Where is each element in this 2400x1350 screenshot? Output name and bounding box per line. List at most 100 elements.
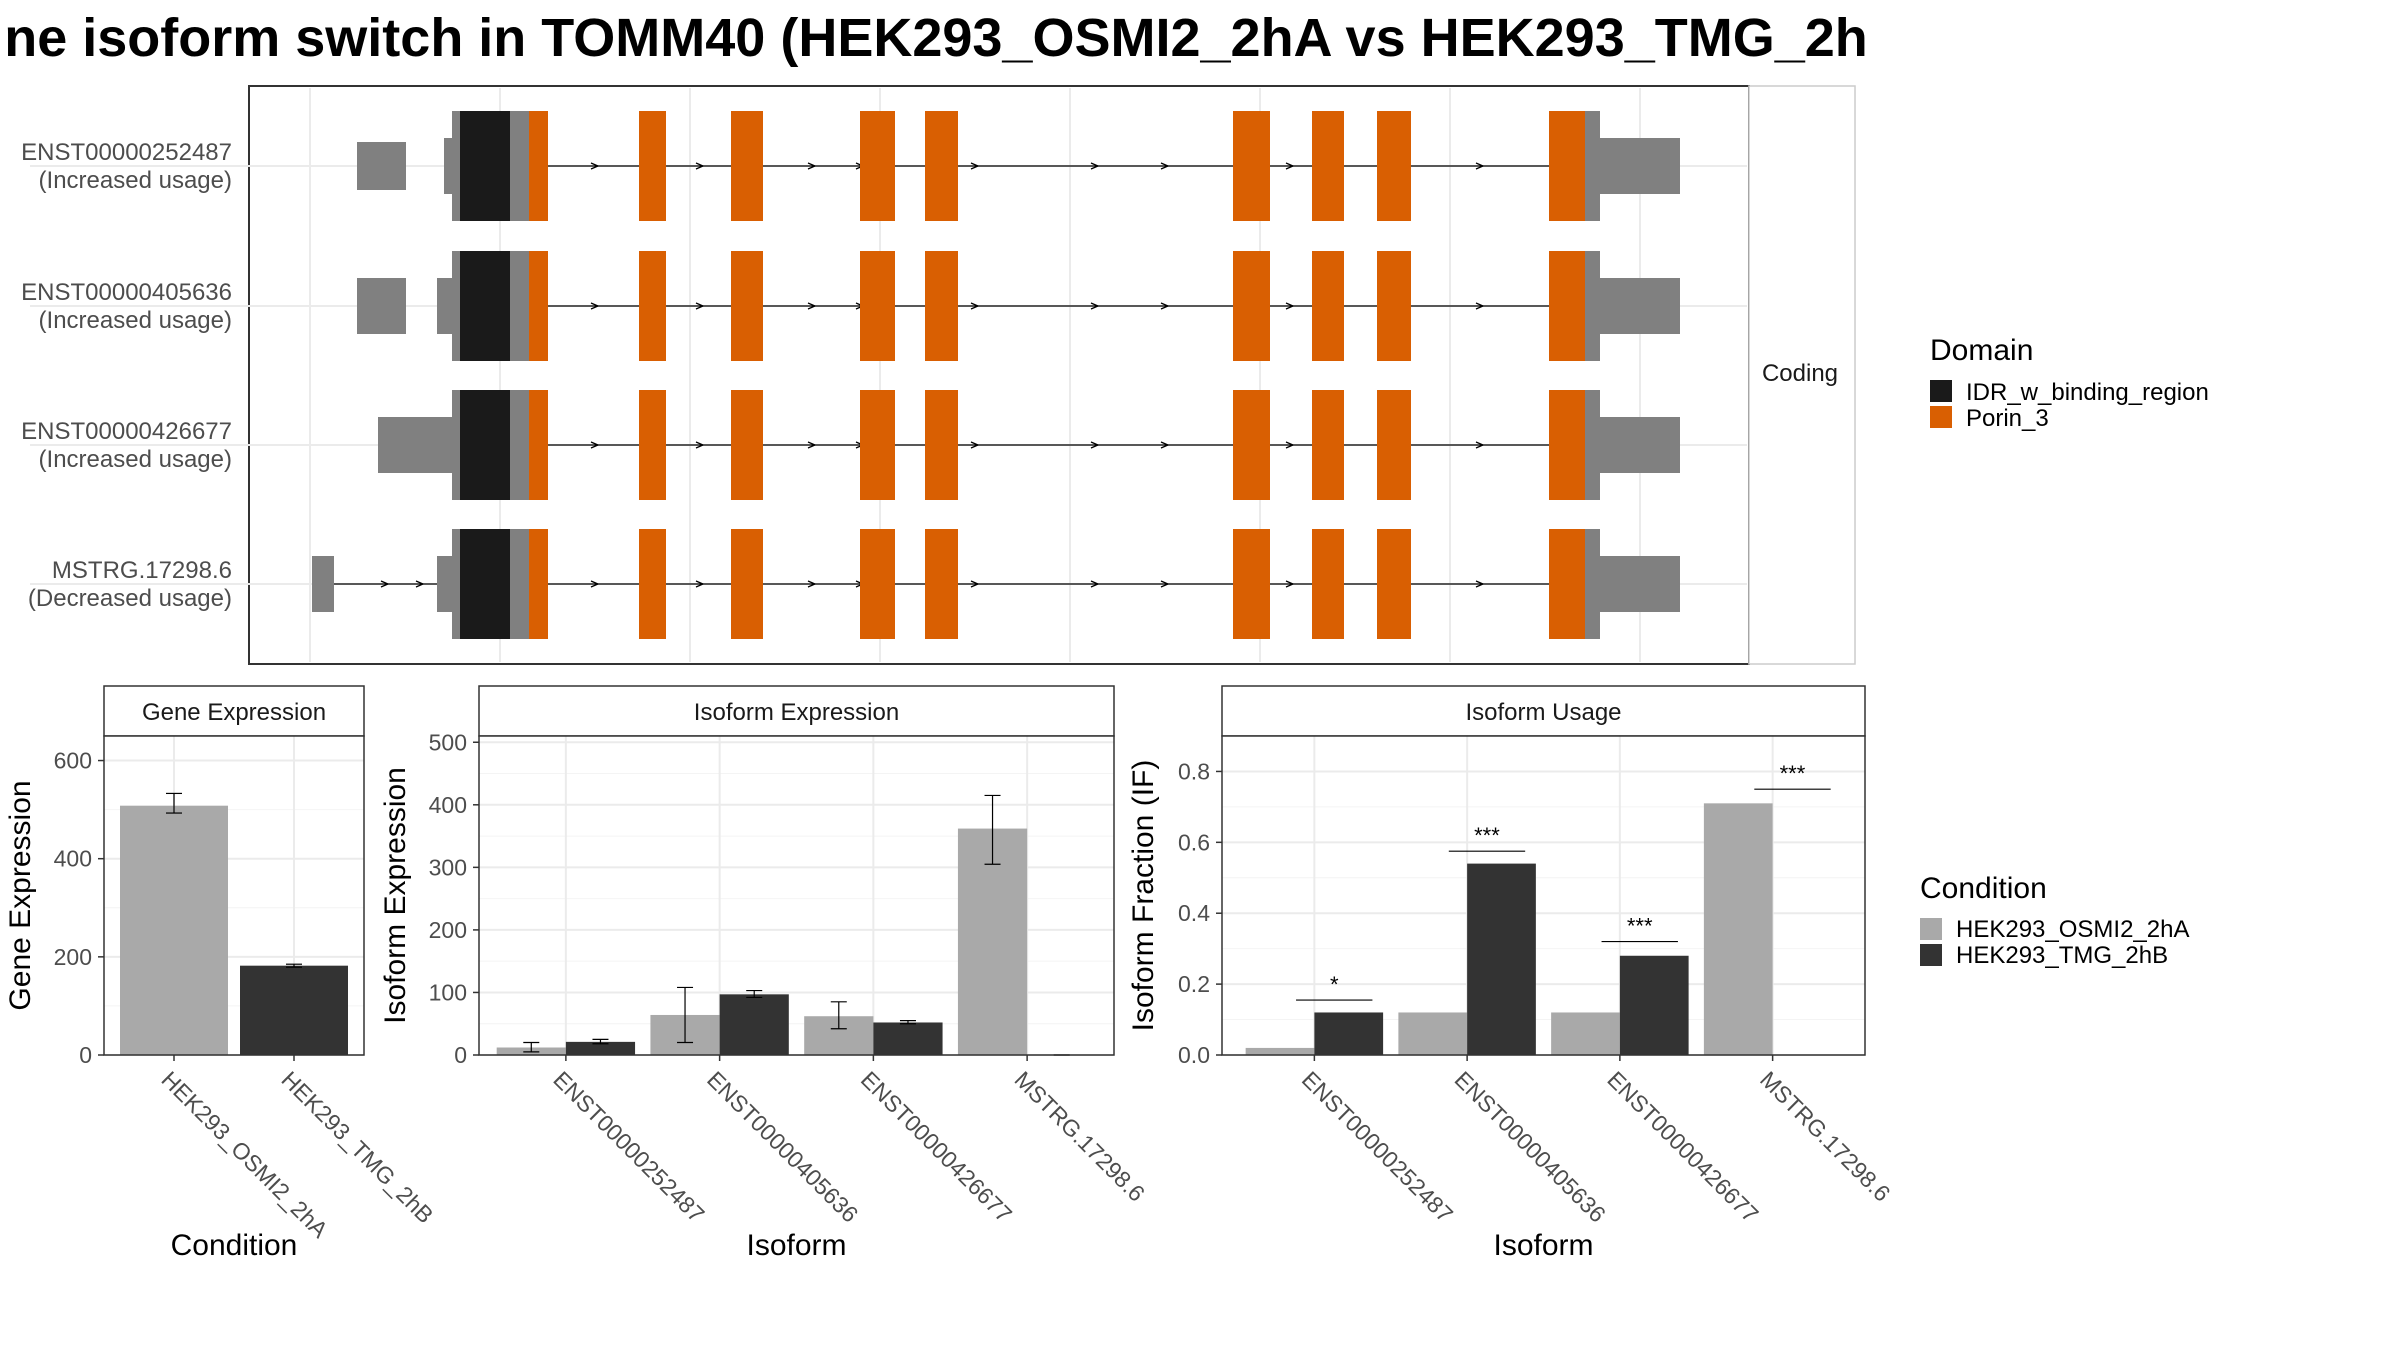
- utr-segment: [312, 556, 334, 612]
- porin-domain-exon: [1233, 111, 1270, 221]
- porin-domain-exon: [1312, 529, 1344, 639]
- x-tick-label: ENST00000426677: [1602, 1066, 1763, 1227]
- panel-strip: [103, 685, 365, 737]
- y-tick-label: 600: [54, 748, 92, 774]
- intron-arrow: [807, 302, 817, 310]
- bar: [565, 1041, 636, 1055]
- intron-arrow: [415, 580, 425, 588]
- y-tick-label: 0: [79, 1042, 92, 1068]
- intron-arrow: [695, 580, 705, 588]
- intron-arrow: [590, 302, 600, 310]
- transcript-status-label: (Increased usage): [39, 307, 232, 334]
- intron-arrow: [1285, 580, 1295, 588]
- porin-domain-exon: [731, 111, 763, 221]
- bar: [120, 805, 228, 1055]
- y-tick-label: 400: [54, 846, 92, 872]
- intron-arrow: [1160, 302, 1170, 310]
- panel-title: Gene Expression: [142, 699, 326, 726]
- intron-arrow: [970, 580, 980, 588]
- utr-segment: [357, 142, 406, 190]
- porin-domain-exon: [639, 111, 666, 221]
- condition-legend: Condition HEK293_OSMI2_2hA HEK293_TMG_2h…: [1920, 872, 2189, 969]
- porin-domain-exon: [1377, 111, 1411, 221]
- domain-legend-label-idr: IDR_w_binding_region: [1966, 379, 2209, 406]
- porin-domain-exon: [1549, 529, 1585, 639]
- y-tick-label: 200: [429, 917, 467, 943]
- intron-arrow: [1090, 162, 1100, 170]
- y-tick-label: 0.2: [1178, 971, 1210, 997]
- panel-border: [478, 735, 1115, 1056]
- y-axis-title: Isoform Expression: [379, 767, 412, 1024]
- intron-arrow: [380, 580, 390, 588]
- intron-arrow: [1090, 441, 1100, 449]
- y-tick-label: 0.6: [1178, 829, 1210, 855]
- intron-arrow: [1285, 441, 1295, 449]
- intron-arrow: [1160, 441, 1170, 449]
- porin-domain-exon: [1549, 390, 1585, 500]
- porin-domain-exon: [860, 251, 895, 361]
- transcript-id-label: ENST00000426677: [21, 418, 232, 445]
- porin-domain-exon: [1549, 111, 1585, 221]
- porin-domain-exon: [1312, 251, 1344, 361]
- porin-domain-exon: [529, 529, 548, 639]
- intron-arrow: [807, 441, 817, 449]
- porin-domain-exon: [1312, 390, 1344, 500]
- cds-segment: [1585, 390, 1600, 500]
- y-tick-label: 0.4: [1178, 900, 1210, 926]
- panel-border: [1221, 735, 1866, 1056]
- gene-expression-panel: Gene Expression0200400600HEK293_OSMI2_2h…: [4, 685, 439, 1262]
- intron-arrow: [970, 162, 980, 170]
- porin-domain-exon: [1377, 529, 1411, 639]
- y-tick-label: 500: [429, 729, 467, 755]
- x-tick-label: ENST00000405636: [702, 1066, 863, 1227]
- isoform-usage-panel: Isoform Usage0.00.20.40.60.8**********EN…: [1127, 685, 1896, 1262]
- bar: [1467, 863, 1536, 1055]
- intron-arrow: [590, 162, 600, 170]
- x-tick-label: ENST00000252487: [1297, 1066, 1458, 1227]
- intron-arrow: [695, 302, 705, 310]
- intron-arrow: [1160, 580, 1170, 588]
- bar: [873, 1022, 943, 1055]
- intron-arrow: [695, 441, 705, 449]
- utr-segment: [1600, 556, 1680, 612]
- domain-legend-key-porin: [1930, 406, 1952, 428]
- cds-segment: [452, 390, 460, 500]
- porin-domain-exon: [731, 390, 763, 500]
- intron-arrow: [1475, 162, 1485, 170]
- porin-domain-exon: [731, 529, 763, 639]
- cds-segment: [510, 390, 529, 500]
- x-tick-label: MSTRG.17298.6: [1755, 1066, 1895, 1206]
- porin-domain-exon: [860, 111, 895, 221]
- utr-segment: [437, 556, 452, 612]
- x-tick-label: ENST00000405636: [1450, 1066, 1611, 1227]
- cds-segment: [452, 111, 460, 221]
- transcript-status-label: (Increased usage): [39, 167, 232, 194]
- intron-arrow: [1285, 162, 1295, 170]
- bar: [1314, 1012, 1384, 1055]
- porin-domain-exon: [925, 529, 958, 639]
- condition-legend-key-tmg: [1920, 944, 1942, 966]
- panel-border: [103, 735, 365, 1056]
- porin-domain-exon: [925, 111, 958, 221]
- cds-segment: [510, 251, 529, 361]
- intron-arrow: [695, 162, 705, 170]
- y-tick-label: 0.8: [1178, 758, 1210, 784]
- intron-arrow: [590, 441, 600, 449]
- idr-domain-exon: [460, 390, 510, 500]
- cds-segment: [1585, 111, 1600, 221]
- intron-arrow: [1475, 302, 1485, 310]
- structure-rows: ENST00000252487(Increased usage)ENST0000…: [21, 111, 1747, 639]
- domain-legend-label-porin: Porin_3: [1966, 405, 2049, 432]
- intron-arrow: [1090, 580, 1100, 588]
- y-tick-label: 100: [429, 979, 467, 1005]
- utr-segment: [1600, 417, 1680, 473]
- bar: [1551, 1012, 1620, 1055]
- cds-segment: [1585, 251, 1600, 361]
- condition-legend-label-osmi: HEK293_OSMI2_2hA: [1956, 916, 2189, 943]
- cds-segment: [510, 529, 529, 639]
- structure-facet-label: Coding: [1762, 360, 1838, 387]
- intron-arrow: [590, 580, 600, 588]
- porin-domain-exon: [529, 251, 548, 361]
- transcript-structure-panel: Coding ENST00000252487(Increased usage)E…: [21, 85, 1856, 665]
